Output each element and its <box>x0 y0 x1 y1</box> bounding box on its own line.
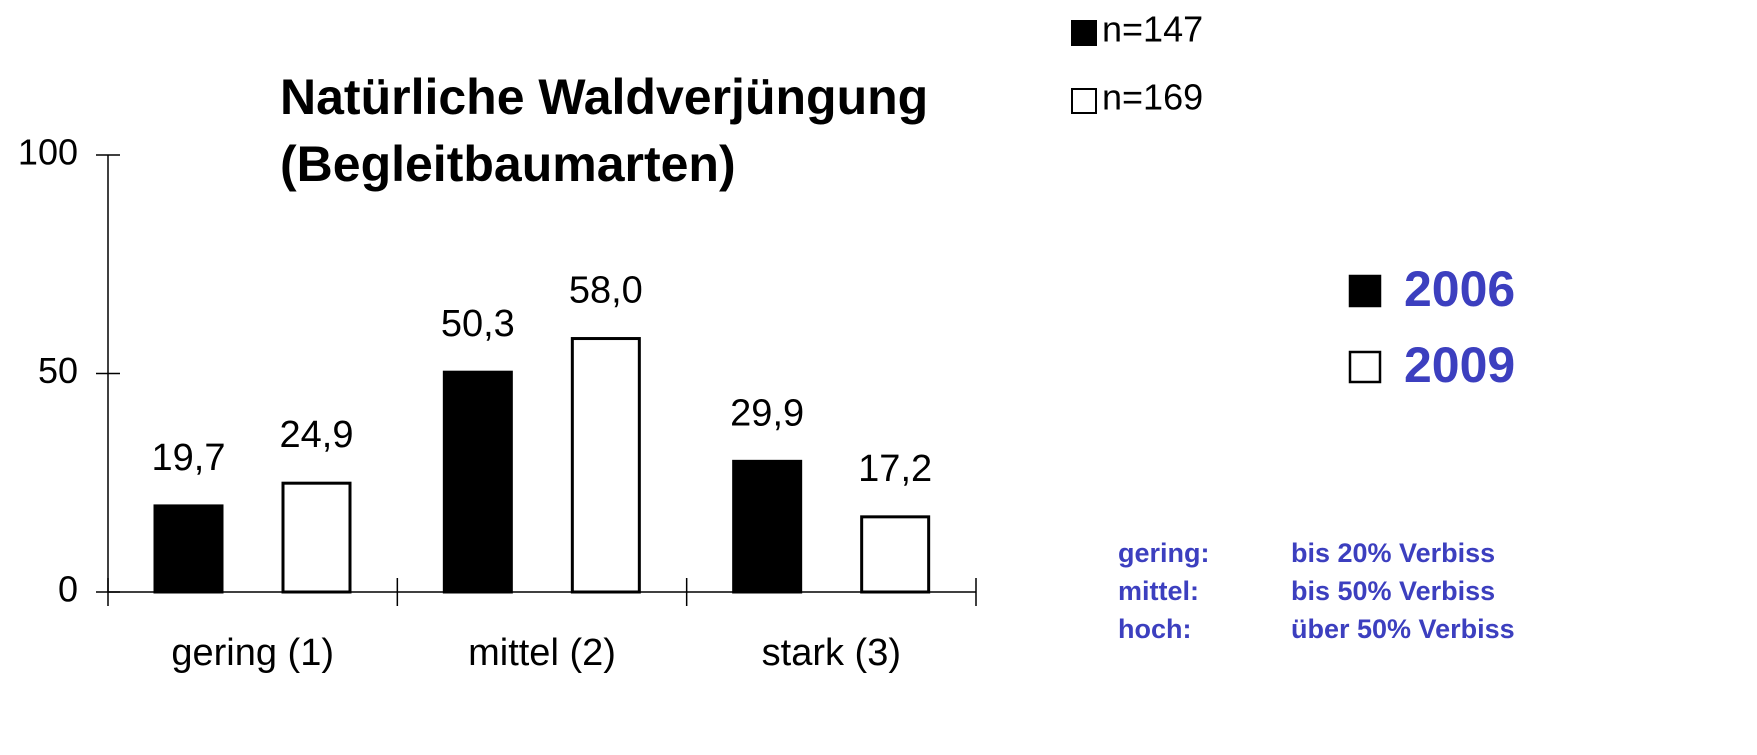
y-tick-label: 0 <box>58 569 78 610</box>
value-label: 24,9 <box>280 414 354 456</box>
x-tick-label: mittel (2) <box>468 632 616 674</box>
bar <box>860 515 931 594</box>
x-tick-label: gering (1) <box>171 632 334 674</box>
n-legend-label: n=147 <box>1102 9 1203 50</box>
n-legend-label: n=169 <box>1102 77 1203 118</box>
note-term: gering: <box>1118 538 1210 568</box>
legend-label: 2009 <box>1404 337 1515 393</box>
legend-swatch <box>1348 274 1382 308</box>
note-term: hoch: <box>1118 614 1192 644</box>
value-label: 19,7 <box>152 437 226 479</box>
x-tick-label: stark (3) <box>762 632 901 674</box>
bar <box>153 504 224 594</box>
n-legend-swatch <box>1071 20 1097 46</box>
y-tick-label: 100 <box>18 132 78 173</box>
y-tick-label: 50 <box>38 350 78 391</box>
value-label: 17,2 <box>858 448 932 490</box>
note-desc: über 50% Verbiss <box>1291 614 1515 644</box>
value-label: 50,3 <box>441 303 515 345</box>
n-legend-swatch <box>1071 88 1097 114</box>
bar <box>570 337 641 594</box>
chart-title: (Begleitbaumarten) <box>280 136 736 192</box>
bar <box>732 459 803 594</box>
chart-title: Natürliche Waldverjüngung <box>280 69 928 125</box>
value-label: 29,9 <box>730 392 804 434</box>
bar <box>442 370 513 594</box>
note-term: mittel: <box>1118 576 1199 606</box>
legend-swatch <box>1348 350 1382 384</box>
value-label: 58,0 <box>569 270 643 312</box>
note-desc: bis 50% Verbiss <box>1291 576 1495 606</box>
legend-label: 2006 <box>1404 261 1515 317</box>
bar <box>281 481 352 594</box>
note-desc: bis 20% Verbiss <box>1291 538 1495 568</box>
